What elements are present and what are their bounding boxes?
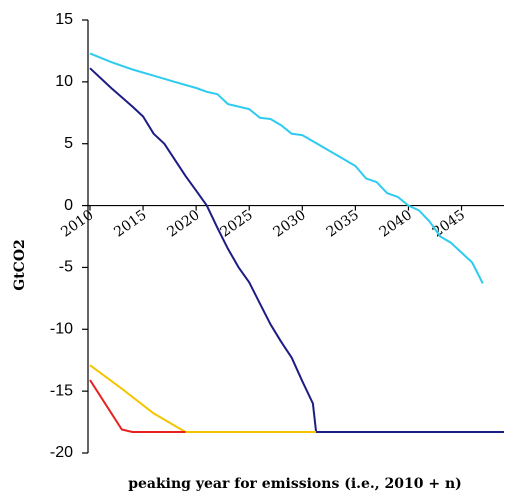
- y-tick-label: 5: [64, 135, 73, 152]
- x-tick-label: 2015: [111, 207, 149, 241]
- y-axis-label: GtCO2: [12, 239, 28, 291]
- y-tick-label: -10: [50, 321, 73, 338]
- x-tick-label: 2020: [164, 207, 202, 241]
- y-tick-label: -15: [50, 382, 73, 399]
- series-line: [89, 379, 186, 433]
- x-axis-label: peaking year for emissions (i.e., 2010 +…: [128, 476, 462, 492]
- y-tick-label: -20: [50, 444, 73, 461]
- y-tick-label: 15: [55, 11, 73, 28]
- x-tick-label: 2040: [377, 207, 415, 241]
- series-line: [89, 52, 484, 284]
- x-tick-label: 2030: [271, 207, 309, 241]
- y-tick-label: -5: [59, 259, 73, 276]
- series-line: [89, 364, 317, 433]
- y-tick-label: 10: [55, 73, 73, 90]
- series-line: [89, 67, 504, 433]
- x-tick-label: 2025: [217, 207, 255, 241]
- x-tick-label: 2035: [324, 207, 362, 241]
- x-tick-label: 2045: [430, 207, 468, 241]
- y-tick-label: 0: [64, 197, 73, 214]
